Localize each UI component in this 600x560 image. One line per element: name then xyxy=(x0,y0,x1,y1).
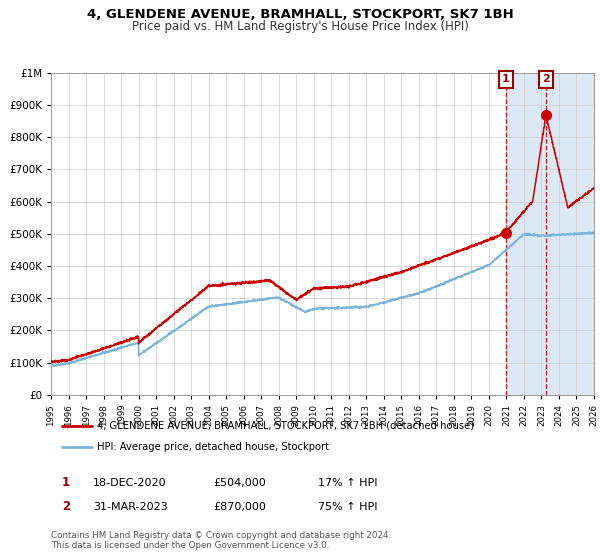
Text: 2: 2 xyxy=(62,500,70,514)
Text: 31-MAR-2023: 31-MAR-2023 xyxy=(93,502,168,512)
Text: 2: 2 xyxy=(542,74,550,84)
Bar xyxy=(506,73,594,395)
Text: Contains HM Land Registry data © Crown copyright and database right 2024.
This d: Contains HM Land Registry data © Crown c… xyxy=(51,531,391,550)
Text: 4, GLENDENE AVENUE, BRAMHALL, STOCKPORT, SK7 1BH: 4, GLENDENE AVENUE, BRAMHALL, STOCKPORT,… xyxy=(86,8,514,21)
Text: 1: 1 xyxy=(62,476,70,489)
Text: 18-DEC-2020: 18-DEC-2020 xyxy=(93,478,167,488)
Text: 1: 1 xyxy=(502,74,509,84)
Text: HPI: Average price, detached house, Stockport: HPI: Average price, detached house, Stoc… xyxy=(97,442,329,452)
Text: 17% ↑ HPI: 17% ↑ HPI xyxy=(318,478,377,488)
Text: 4, GLENDENE AVENUE, BRAMHALL, STOCKPORT, SK7 1BH (detached house): 4, GLENDENE AVENUE, BRAMHALL, STOCKPORT,… xyxy=(97,421,474,431)
Text: 75% ↑ HPI: 75% ↑ HPI xyxy=(318,502,377,512)
Text: £870,000: £870,000 xyxy=(213,502,266,512)
Text: £504,000: £504,000 xyxy=(213,478,266,488)
Text: Price paid vs. HM Land Registry's House Price Index (HPI): Price paid vs. HM Land Registry's House … xyxy=(131,20,469,32)
